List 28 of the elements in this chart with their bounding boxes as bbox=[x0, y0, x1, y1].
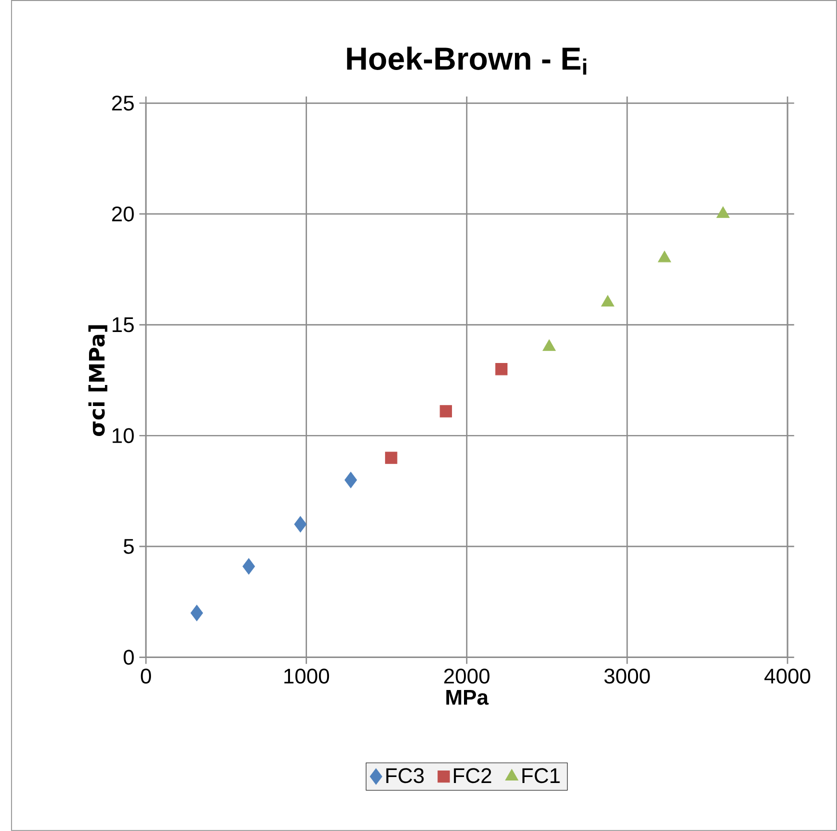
point bbox=[294, 516, 307, 533]
point bbox=[440, 405, 452, 418]
point bbox=[385, 452, 398, 464]
legend-label: FC3 bbox=[386, 768, 424, 784]
point bbox=[542, 339, 556, 351]
y-tick-label: 0 bbox=[124, 650, 134, 665]
point bbox=[495, 363, 508, 376]
point bbox=[716, 206, 730, 218]
x-tick-label: 4000 bbox=[764, 668, 810, 684]
x-tick-label: 0 bbox=[140, 668, 151, 684]
legend-label: FC2 bbox=[454, 768, 492, 784]
x-axis-title: MPa bbox=[446, 690, 489, 705]
y-tick-label: 25 bbox=[112, 96, 134, 111]
chart-title: Hoek-Brown - E$_{i}$ bbox=[347, 46, 586, 75]
y-axis-title: σci [MPa] bbox=[88, 325, 108, 436]
y-tick-label: 15 bbox=[112, 317, 134, 332]
point bbox=[601, 295, 614, 307]
y-tick-label: 10 bbox=[112, 428, 134, 444]
y-tick-label: 5 bbox=[124, 539, 134, 554]
point bbox=[190, 604, 204, 622]
point bbox=[242, 558, 255, 575]
x-tick-label: 1000 bbox=[284, 668, 330, 684]
x-tick-label: 2000 bbox=[444, 668, 490, 684]
x-tick-label: 3000 bbox=[604, 668, 650, 684]
legend-label: FC1 bbox=[522, 768, 560, 784]
point bbox=[658, 250, 672, 262]
point bbox=[344, 472, 357, 488]
y-tick-label: 20 bbox=[112, 206, 134, 222]
